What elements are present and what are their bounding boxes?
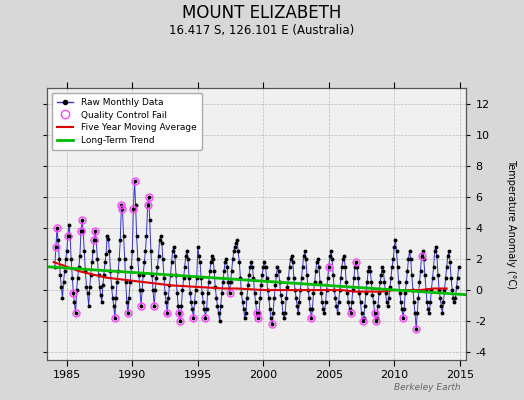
- Text: Berkeley Earth: Berkeley Earth: [395, 383, 461, 392]
- Y-axis label: Temperature Anomaly (°C): Temperature Anomaly (°C): [506, 159, 516, 289]
- Legend: Raw Monthly Data, Quality Control Fail, Five Year Moving Average, Long-Term Tren: Raw Monthly Data, Quality Control Fail, …: [52, 92, 202, 150]
- Text: MOUNT ELIZABETH: MOUNT ELIZABETH: [182, 4, 342, 22]
- Text: 16.417 S, 126.101 E (Australia): 16.417 S, 126.101 E (Australia): [169, 24, 355, 37]
